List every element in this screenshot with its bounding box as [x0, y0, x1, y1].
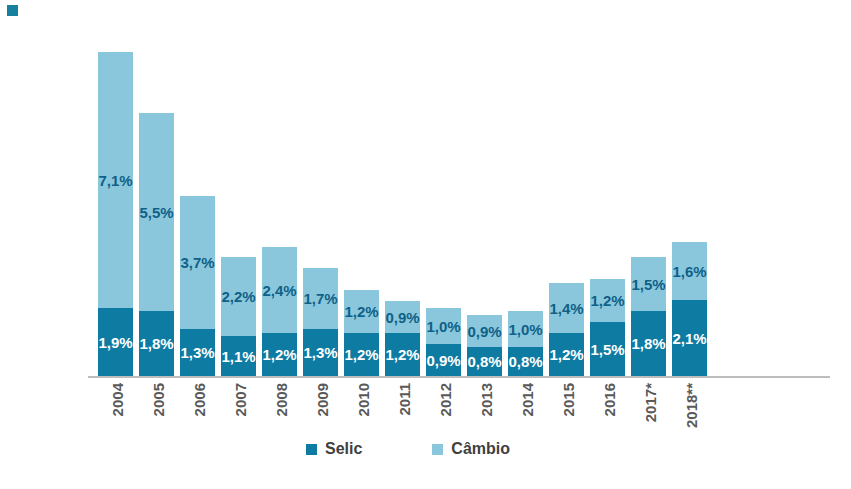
x-axis-category-label: 2018** [682, 383, 699, 428]
bar-value-label-cambio: 1,4% [549, 300, 583, 317]
bar-segment-cambio: 0,9% [385, 301, 420, 333]
bar-value-label-cambio: 1,0% [426, 318, 460, 335]
bar-segment-selic: 2,1% [672, 300, 707, 376]
x-axis-line [88, 376, 830, 378]
bar-value-label-selic: 1,3% [303, 344, 337, 361]
bar-segment-cambio: 1,2% [590, 279, 625, 322]
bar-value-label-cambio: 0,9% [385, 309, 419, 326]
legend-label-cambio: Câmbio [451, 440, 510, 458]
bar-segment-cambio: 2,4% [262, 247, 297, 333]
bar-value-label-cambio: 2,2% [221, 288, 255, 305]
chart: 7,1% 1,9% 2004 5,5% 1,8% 2005 3,7% 1,3% 2006 2,2%… [0, 0, 851, 489]
bar-value-label-selic: 1,1% [221, 348, 255, 365]
bar-value-label-cambio: 1,6% [672, 263, 706, 280]
legend: Selic Câmbio [306, 440, 510, 458]
x-axis-category-label: 2010 [354, 383, 371, 416]
bar-segment-selic: 1,3% [303, 329, 338, 376]
bar-segment-cambio: 0,9% [467, 315, 502, 347]
bar-value-label-selic: 1,2% [262, 346, 296, 363]
bar-segment-cambio: 7,1% [98, 52, 133, 308]
bar-value-label-cambio: 0,9% [467, 323, 501, 340]
bar-value-label-cambio: 2,4% [262, 282, 296, 299]
bar-value-label-cambio: 7,1% [98, 172, 132, 189]
bar-segment-selic: 1,5% [590, 322, 625, 376]
corner-accent-square [7, 5, 18, 16]
bar-value-label-selic: 1,8% [139, 335, 173, 352]
bar-segment-selic: 1,1% [221, 336, 256, 376]
bar-value-label-cambio: 1,5% [631, 276, 665, 293]
bar-segment-cambio: 2,2% [221, 257, 256, 336]
legend-label-selic: Selic [325, 440, 362, 458]
bar-value-label-selic: 1,2% [385, 346, 419, 363]
x-axis-category-label: 2008 [272, 383, 289, 416]
bar-segment-cambio: 1,2% [344, 290, 379, 333]
bar-segment-selic: 1,3% [180, 329, 215, 376]
bar-value-label-selic: 0,9% [426, 352, 460, 369]
bar-segment-selic: 0,8% [467, 347, 502, 376]
bar-segment-selic: 1,2% [549, 333, 584, 376]
bar-segment-cambio: 5,5% [139, 113, 174, 311]
bar-value-label-selic: 1,9% [98, 334, 132, 351]
bar-value-label-selic: 1,3% [180, 344, 214, 361]
bar-value-label-cambio: 1,0% [508, 321, 542, 338]
bar-segment-cambio: 3,7% [180, 196, 215, 329]
x-axis-category-label: 2011 [395, 383, 412, 416]
bar-segment-selic: 1,9% [98, 308, 133, 376]
x-axis-category-label: 2013 [477, 383, 494, 416]
bar-segment-cambio: 1,7% [303, 268, 338, 329]
bar-value-label-cambio: 1,2% [590, 292, 624, 309]
bar-segment-selic: 0,8% [508, 347, 543, 376]
x-axis-category-label: 2006 [190, 383, 207, 416]
x-axis-category-label: 2015 [559, 383, 576, 416]
legend-item-cambio: Câmbio [432, 440, 510, 458]
bar-value-label-cambio: 5,5% [139, 204, 173, 221]
bar-value-label-selic: 2,1% [672, 330, 706, 347]
bar-segment-selic: 1,2% [344, 333, 379, 376]
bar-value-label-selic: 1,5% [590, 341, 624, 358]
legend-swatch-cambio [432, 444, 443, 455]
x-axis-category-label: 2007 [231, 383, 248, 416]
bar-segment-selic: 1,2% [262, 333, 297, 376]
bar-value-label-cambio: 3,7% [180, 254, 214, 271]
legend-swatch-selic [306, 444, 317, 455]
bar-value-label-selic: 0,8% [508, 353, 542, 370]
x-axis-category-label: 2012 [436, 383, 453, 416]
x-axis-category-label: 2014 [518, 383, 535, 416]
bar-segment-cambio: 1,6% [672, 242, 707, 300]
bar-value-label-selic: 1,8% [631, 335, 665, 352]
bar-value-label-selic: 1,2% [549, 346, 583, 363]
bar-segment-cambio: 1,4% [549, 283, 584, 333]
x-axis-category-label: 2009 [313, 383, 330, 416]
x-axis-category-label: 2017* [641, 383, 658, 422]
legend-item-selic: Selic [306, 440, 362, 458]
bar-segment-selic: 1,2% [385, 333, 420, 376]
bar-value-label-cambio: 1,2% [344, 303, 378, 320]
bar-segment-selic: 0,9% [426, 344, 461, 376]
bar-segment-selic: 1,8% [631, 311, 666, 376]
bar-segment-cambio: 1,5% [631, 257, 666, 311]
bar-value-label-selic: 0,8% [467, 353, 501, 370]
x-axis-category-label: 2016 [600, 383, 617, 416]
bar-value-label-selic: 1,2% [344, 346, 378, 363]
bar-value-label-cambio: 1,7% [303, 290, 337, 307]
bar-segment-selic: 1,8% [139, 311, 174, 376]
bar-segment-cambio: 1,0% [426, 308, 461, 344]
bar-segment-cambio: 1,0% [508, 311, 543, 347]
x-axis-category-label: 2004 [108, 383, 125, 416]
x-axis-category-label: 2005 [149, 383, 166, 416]
